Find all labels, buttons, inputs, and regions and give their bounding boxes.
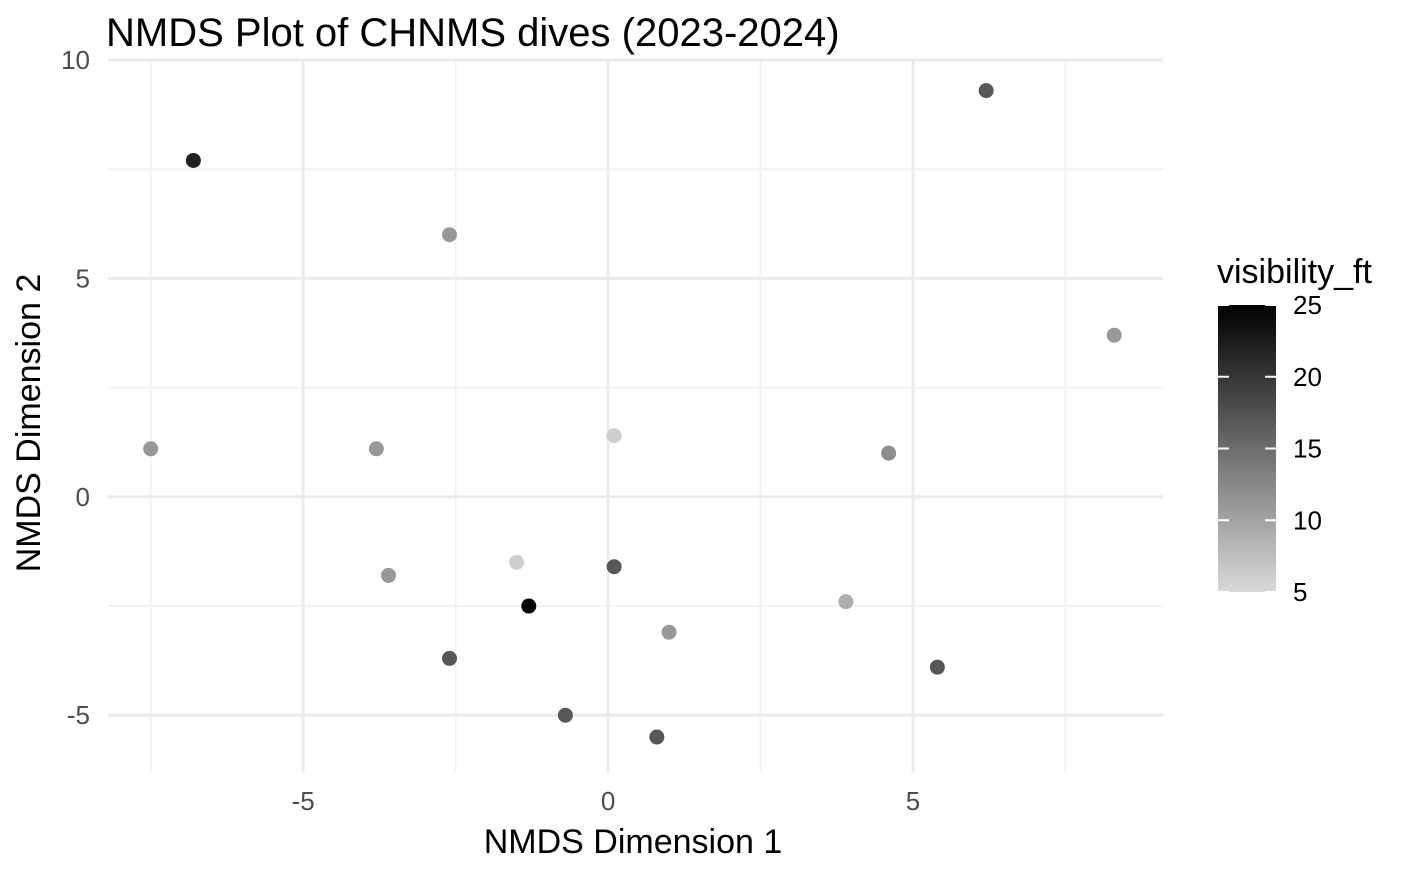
data-point: [509, 554, 525, 570]
legend-tick-label: 20: [1293, 362, 1322, 392]
data-point: [442, 650, 458, 666]
legend-tick-label: 15: [1293, 434, 1322, 464]
data-points: [143, 83, 1122, 745]
x-axis-label: NMDS Dimension 1: [484, 823, 783, 861]
y-tick-label: 10: [61, 45, 90, 75]
legend: visibility_ft 5 10 15 20 25: [1217, 253, 1372, 607]
data-point: [442, 227, 458, 243]
data-point: [978, 83, 994, 99]
data-point: [606, 559, 622, 575]
plot-panel: [108, 58, 1163, 772]
chart-title: NMDS Plot of CHNMS dives (2023-2024): [106, 11, 840, 55]
y-tick-label: 5: [76, 263, 90, 293]
data-point: [381, 567, 397, 583]
legend-tick-label: 10: [1293, 505, 1322, 535]
y-tick-label: 0: [76, 482, 90, 512]
data-point: [881, 445, 897, 461]
legend-ticks: 5 10 15 20 25: [1218, 290, 1322, 607]
legend-tick-label: 25: [1293, 290, 1322, 320]
x-tick-label: 0: [601, 786, 615, 816]
y-tick-label: -5: [67, 700, 90, 730]
legend-title: visibility_ft: [1217, 253, 1372, 291]
data-point: [185, 152, 201, 168]
minor-gridlines: [108, 60, 1163, 772]
data-point: [557, 707, 573, 723]
data-point: [1106, 327, 1122, 343]
data-point: [521, 598, 537, 614]
data-point: [649, 729, 665, 745]
data-point: [661, 624, 677, 640]
y-axis-label: NMDS Dimension 2: [10, 274, 48, 573]
x-tick-label: 5: [906, 786, 920, 816]
data-point: [606, 428, 622, 444]
x-tick-label: -5: [292, 786, 315, 816]
data-point: [838, 594, 854, 610]
data-point: [368, 441, 384, 457]
data-point: [929, 659, 945, 675]
legend-tick-label: 5: [1293, 577, 1307, 607]
y-axis-tick-labels: -5 0 5 10: [61, 45, 90, 730]
data-point: [143, 441, 159, 457]
x-axis-tick-labels: -5 0 5: [292, 786, 921, 816]
major-gridlines: [108, 58, 1163, 772]
